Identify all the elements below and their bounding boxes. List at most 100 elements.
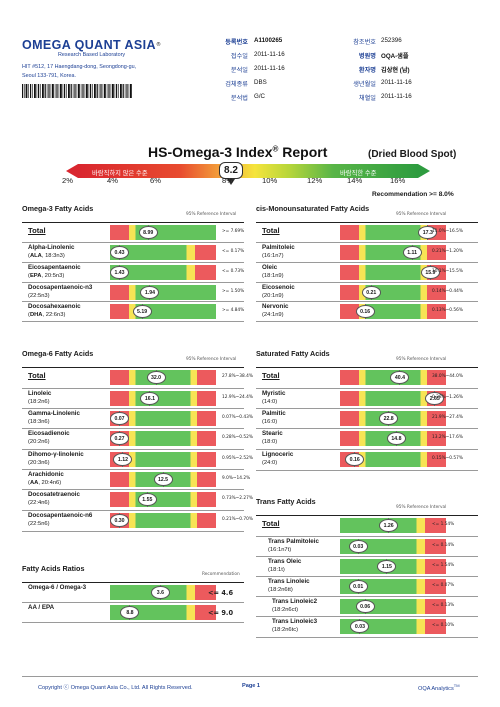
saturated-row-reference: 21.9%~27.4%	[432, 415, 463, 420]
index-recommendation: Recommendation >= 8.0%	[372, 191, 454, 198]
row-divider	[22, 469, 244, 470]
cismono-row-code: (20:1n9)	[262, 293, 284, 299]
info-label: 분석일	[230, 67, 248, 74]
row-divider	[22, 408, 244, 409]
ratios-row-value: 3.6	[150, 585, 170, 599]
cismono-row-name: Oleic	[262, 264, 278, 271]
omega6-row-range-bar	[110, 431, 216, 446]
cismono-row-reference: 0.21%~1.20%	[432, 249, 463, 254]
row-divider	[256, 222, 478, 223]
omega3-row-value: 0.43	[110, 245, 129, 259]
abbreviation: DHA	[29, 312, 43, 318]
omega6-row-code: (18:3n6)	[28, 419, 50, 425]
omega6-bottom-divider	[22, 531, 244, 532]
trans-total-value: 1.26	[379, 518, 399, 532]
index-scale-tick: 14%	[347, 176, 363, 185]
index-scale-tick: 4%	[107, 176, 118, 185]
address-line-1: HIT #512, 17 Haengdang-dong, Seongdong-g…	[22, 64, 137, 70]
ratios-row-name: Omega-6 / Omega-3	[28, 584, 87, 591]
cismono-bottom-divider	[256, 321, 478, 322]
saturated-row-name: Myristic	[262, 390, 286, 397]
omega3-total-range-bar	[110, 225, 216, 240]
saturated-row-reference: 13.2%~17.6%	[432, 435, 463, 440]
cismono-row-name: Eicosenoic	[262, 284, 295, 291]
trans-row-name: Trans Palmitoleic	[268, 538, 319, 545]
omega3-row-reference: >= 1.50%	[222, 289, 245, 294]
info-label: 등록번호	[225, 39, 248, 46]
row-divider	[256, 282, 478, 283]
saturated-total-reference: 38.0%~44.0%	[432, 374, 463, 379]
omega3-row-value: 1.43	[110, 265, 129, 279]
info-value: 2011-11-16	[381, 93, 412, 100]
ratios-reference-header: Recommendation	[202, 572, 240, 577]
omega3-row-reference: <= 0.17%	[222, 249, 245, 254]
cismono-section-title: cis-Monounsaturated Fatty Acids	[256, 204, 370, 213]
desirable-level-label: 바람직한 수준	[340, 170, 377, 177]
row-divider	[22, 367, 244, 368]
omega3-total-reference: >= 7.69%	[222, 229, 245, 234]
omega6-row-code: (AA, 20:4n6)	[28, 480, 61, 486]
cismono-row-range-bar	[340, 245, 446, 260]
footer-product-trademark: TM	[453, 683, 460, 688]
omega6-row-range-bar	[110, 492, 216, 507]
info-label: 병원명	[358, 53, 376, 60]
paren-open: (	[28, 273, 30, 279]
omega6-row-value: 1.55	[137, 492, 157, 506]
omega6-row-range-bar	[110, 411, 216, 426]
row-divider	[22, 510, 244, 511]
omega6-row-range-bar	[110, 513, 216, 528]
info-value: DBS	[254, 79, 267, 86]
omega3-row-name: Alpha-Linolenic	[28, 244, 75, 251]
omega6-row-code: (22:5n6)	[28, 521, 50, 527]
cismono-row-value: 0.21	[361, 285, 381, 299]
omega6-row-value: 16.1	[140, 391, 160, 405]
undesirable-level-label: 바람직하지 않은 수준	[92, 170, 148, 177]
saturated-row-code: (16:0)	[262, 419, 278, 425]
trans-row-code: (18:2n6tt)	[268, 587, 293, 593]
index-pointer-icon	[227, 179, 235, 185]
omega6-row-value: 0.27	[110, 431, 129, 445]
info-value: 김상현 (남)	[381, 67, 410, 74]
row-divider	[22, 489, 244, 490]
omega6-row-range-bar	[110, 391, 216, 406]
lab-name-registered-mark: ®	[155, 42, 161, 48]
ratios-row-name: AA / EPA	[28, 604, 55, 611]
trans-row-name: Trans Oleic	[268, 558, 302, 565]
lipid-code: , 20:4n6	[38, 480, 60, 486]
trans-row-name: Trans Linoleic	[268, 578, 310, 585]
row-divider	[22, 262, 244, 263]
index-scale-tick: 6%	[150, 176, 161, 185]
lipid-code: , 20:5n3	[41, 273, 63, 279]
omega6-row-code: (22:4n6)	[28, 500, 50, 506]
paren-open: (	[28, 480, 30, 486]
omega6-row-name: Eicosadienoic	[28, 430, 70, 437]
abbreviation: ALA	[29, 253, 42, 259]
row-divider	[256, 536, 478, 537]
saturated-row-range-bar	[340, 391, 446, 406]
trans-row-reference: <= 1.54%	[432, 563, 455, 568]
trans-row-code: (18:2n6ct)	[272, 607, 299, 613]
cismono-row-reference: 0.14%~0.44%	[432, 289, 463, 294]
report-title-main: HS-Omega-3 Index	[148, 144, 273, 160]
omega6-total-reference: 27.8%~38.4%	[222, 374, 253, 379]
omega6-row-name: Arachidonic	[28, 471, 64, 478]
trans-section-title: Trans Fatty Acids	[256, 497, 316, 506]
saturated-section-title: Saturated Fatty Acids	[256, 349, 330, 358]
omega6-row-name: Linoleic	[28, 390, 52, 397]
cismono-row-range-bar	[340, 285, 446, 300]
cismono-row-value: 0.16	[355, 304, 375, 318]
footer-page-number: Page 1	[242, 683, 261, 689]
omega6-row-reference: 0.28%~0.52%	[222, 435, 253, 440]
omega3-row-range-bar	[110, 245, 216, 260]
cismono-row-code: (24:1n9)	[262, 312, 284, 318]
omega3-row-range-bar	[110, 304, 216, 319]
info-value: G/C	[254, 93, 266, 100]
saturated-row-code: (24:0)	[262, 460, 278, 466]
saturated-row-code: (14:0)	[262, 399, 278, 405]
paren-close: )	[59, 480, 62, 486]
cismono-row-name: Palmitoleic	[262, 244, 295, 251]
saturated-total-name: Total	[262, 371, 280, 380]
saturated-reference-header: 95% Reference Interval	[396, 357, 447, 362]
lab-tagline: Research Based Laboratory	[58, 52, 126, 58]
cismono-total-value: 17.3	[418, 225, 438, 239]
